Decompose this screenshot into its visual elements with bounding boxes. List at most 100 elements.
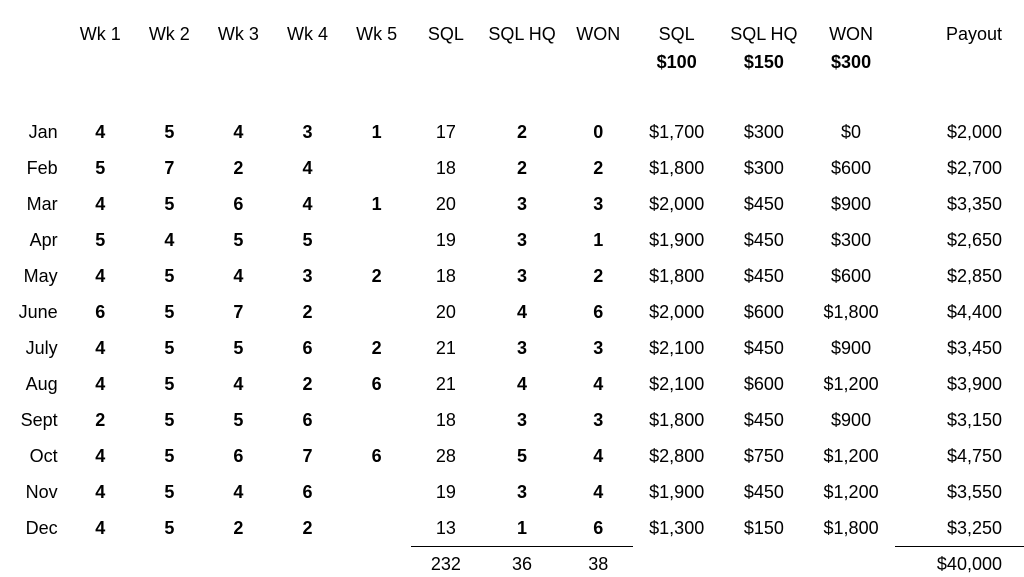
cell-d_sql: $2,000 <box>633 294 720 330</box>
cell-d_sql: $2,800 <box>633 438 720 474</box>
cell-wk5 <box>342 150 411 186</box>
cell-wk5: 2 <box>342 258 411 294</box>
cell-d_sqlhq: $600 <box>720 294 807 330</box>
cell-wk3: 2 <box>204 510 273 547</box>
cell-wk4: 4 <box>273 150 342 186</box>
cell-won: 2 <box>564 258 633 294</box>
cell-d_sqlhq: $450 <box>720 222 807 258</box>
cell-d_sql: $2,100 <box>633 330 720 366</box>
cell-d_won: $1,200 <box>807 438 894 474</box>
cell-sqlhq: 4 <box>481 366 564 402</box>
cell-wk5: 6 <box>342 438 411 474</box>
cell-won: 2 <box>564 150 633 186</box>
cell-won: 1 <box>564 222 633 258</box>
cell-d_sql: $1,700 <box>633 114 720 150</box>
cell-wk2: 5 <box>135 258 204 294</box>
cell-d_sql: $2,000 <box>633 186 720 222</box>
cell-sqlhq: 3 <box>481 186 564 222</box>
rate-row: $100$150$300 <box>2 52 1024 92</box>
cell-won: 6 <box>564 510 633 547</box>
cell-wk4: 6 <box>273 474 342 510</box>
cell-sql: 17 <box>411 114 480 150</box>
cell-wk1: 2 <box>66 402 135 438</box>
col-header-d_sql: SQL <box>633 16 720 52</box>
cell-month: Oct <box>2 438 66 474</box>
col-header-wk5: Wk 5 <box>342 16 411 52</box>
col-header-sql: SQL <box>411 16 480 52</box>
col-header-d_won: WON <box>807 16 894 52</box>
cell-wk1: 4 <box>66 366 135 402</box>
cell-wk3: 7 <box>204 294 273 330</box>
cell-d_sql: $1,900 <box>633 222 720 258</box>
cell-sql: 13 <box>411 510 480 547</box>
cell-d_won: $1,800 <box>807 510 894 547</box>
cell-month: June <box>2 294 66 330</box>
table-header-row: Wk 1Wk 2Wk 3Wk 4Wk 5SQLSQL HQWONSQLSQL H… <box>2 16 1024 52</box>
cell-d_won: $1,200 <box>807 474 894 510</box>
cell-wk5 <box>342 222 411 258</box>
cell-month: Apr <box>2 222 66 258</box>
cell-wk3: 4 <box>204 258 273 294</box>
cell-d_won: $600 <box>807 150 894 186</box>
cell-wk3: 2 <box>204 150 273 186</box>
table-row: July455622133$2,100$450$900$3,450 <box>2 330 1024 366</box>
cell-month: Jan <box>2 114 66 150</box>
cell-wk3: 6 <box>204 438 273 474</box>
cell-payout: $3,550 <box>895 474 1024 510</box>
cell-month: Mar <box>2 186 66 222</box>
col-header-month <box>2 16 66 52</box>
cell-wk1: 4 <box>66 510 135 547</box>
cell-sqlhq: 3 <box>481 330 564 366</box>
cell-wk2: 5 <box>135 474 204 510</box>
total-sqlhq: 36 <box>481 547 564 577</box>
cell-d_won: $900 <box>807 186 894 222</box>
cell-d_sql: $1,800 <box>633 402 720 438</box>
cell-wk2: 5 <box>135 114 204 150</box>
cell-wk2: 7 <box>135 150 204 186</box>
cell-wk1: 4 <box>66 438 135 474</box>
cell-wk4: 4 <box>273 186 342 222</box>
cell-wk5 <box>342 474 411 510</box>
cell-wk1: 4 <box>66 330 135 366</box>
cell-month: Aug <box>2 366 66 402</box>
cell-wk2: 4 <box>135 222 204 258</box>
cell-won: 4 <box>564 474 633 510</box>
col-header-payout: Payout <box>895 16 1024 52</box>
cell-d_sql: $1,900 <box>633 474 720 510</box>
cell-wk4: 6 <box>273 330 342 366</box>
cell-d_sqlhq: $450 <box>720 330 807 366</box>
cell-d_sql: $1,800 <box>633 150 720 186</box>
cell-d_sql: $2,100 <box>633 366 720 402</box>
table-row: Aug454262144$2,100$600$1,200$3,900 <box>2 366 1024 402</box>
cell-payout: $2,700 <box>895 150 1024 186</box>
cell-sqlhq: 2 <box>481 114 564 150</box>
cell-sql: 20 <box>411 186 480 222</box>
cell-sql: 18 <box>411 402 480 438</box>
cell-won: 6 <box>564 294 633 330</box>
cell-d_sqlhq: $750 <box>720 438 807 474</box>
cell-wk5: 1 <box>342 114 411 150</box>
cell-d_sqlhq: $300 <box>720 150 807 186</box>
cell-wk4: 6 <box>273 402 342 438</box>
cell-d_won: $0 <box>807 114 894 150</box>
cell-wk3: 5 <box>204 222 273 258</box>
rate-d_sqlhq: $150 <box>720 52 807 92</box>
cell-sql: 19 <box>411 222 480 258</box>
cell-sqlhq: 3 <box>481 474 564 510</box>
cell-wk4: 3 <box>273 114 342 150</box>
cell-wk2: 5 <box>135 186 204 222</box>
col-header-sqlhq: SQL HQ <box>481 16 564 52</box>
cell-sql: 19 <box>411 474 480 510</box>
cell-sql: 20 <box>411 294 480 330</box>
cell-payout: $3,900 <box>895 366 1024 402</box>
cell-wk4: 3 <box>273 258 342 294</box>
col-header-wk2: Wk 2 <box>135 16 204 52</box>
rate-d_sql: $100 <box>633 52 720 92</box>
cell-d_sqlhq: $600 <box>720 366 807 402</box>
cell-payout: $4,750 <box>895 438 1024 474</box>
cell-wk5: 6 <box>342 366 411 402</box>
cell-d_sql: $1,800 <box>633 258 720 294</box>
cell-wk3: 5 <box>204 330 273 366</box>
table-row: Nov45461934$1,900$450$1,200$3,550 <box>2 474 1024 510</box>
table-row: Mar456412033$2,000$450$900$3,350 <box>2 186 1024 222</box>
